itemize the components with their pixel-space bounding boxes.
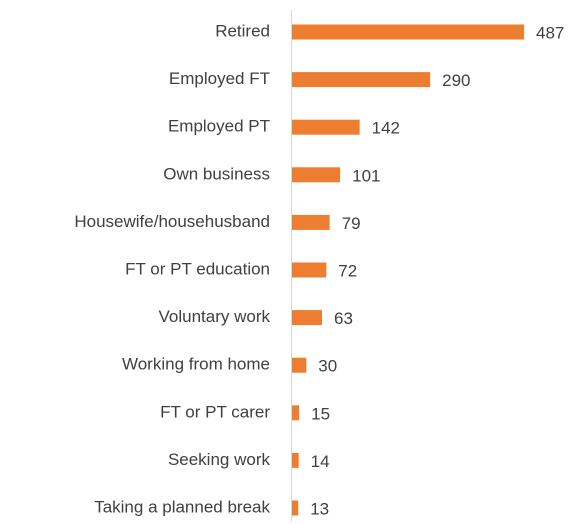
- data-label: 63: [334, 309, 353, 328]
- bar: [292, 452, 299, 468]
- category-label: Voluntary work: [159, 307, 271, 326]
- data-label: 13: [310, 499, 329, 518]
- category-label: FT or PT education: [125, 259, 270, 278]
- category-label: Employed FT: [169, 69, 270, 88]
- data-label: 290: [442, 71, 470, 90]
- category-label: Employed PT: [168, 117, 270, 136]
- bar: [292, 167, 341, 183]
- category-label: Own business: [163, 164, 270, 183]
- bar: [292, 72, 431, 88]
- bar: [292, 119, 360, 135]
- bar: [292, 310, 323, 326]
- data-label: 487: [536, 23, 564, 42]
- bar: [292, 214, 330, 230]
- bar: [292, 262, 327, 278]
- bar: [292, 405, 300, 421]
- data-label: 72: [338, 261, 357, 280]
- category-label: Housewife/househusband: [74, 212, 270, 231]
- category-label: Working from home: [122, 355, 270, 374]
- category-label: Seeking work: [168, 450, 271, 469]
- data-label: 142: [372, 119, 400, 138]
- data-label: 79: [342, 214, 361, 233]
- bar: [292, 500, 299, 516]
- data-label: 101: [352, 166, 380, 185]
- data-label: 14: [311, 452, 330, 471]
- data-label: 30: [318, 357, 337, 376]
- category-label: Taking a planned break: [94, 497, 270, 516]
- data-label: 15: [311, 404, 330, 423]
- bar: [292, 24, 524, 40]
- bar: [292, 357, 307, 373]
- category-label: FT or PT carer: [160, 402, 270, 421]
- category-label: Retired: [215, 21, 270, 40]
